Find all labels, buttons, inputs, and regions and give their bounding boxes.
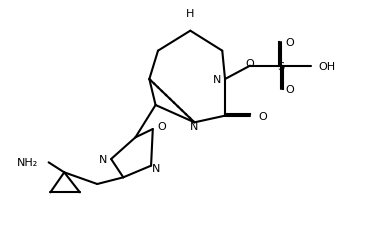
- Text: NH₂: NH₂: [17, 158, 39, 168]
- Text: O: O: [158, 121, 167, 131]
- Text: N: N: [213, 75, 221, 85]
- Text: OH: OH: [319, 61, 336, 71]
- Text: H: H: [186, 9, 194, 19]
- Text: S: S: [278, 61, 285, 71]
- Text: O: O: [258, 111, 267, 121]
- Text: O: O: [285, 85, 294, 95]
- Text: N: N: [152, 163, 160, 173]
- Text: N: N: [190, 122, 199, 132]
- Text: N: N: [99, 154, 107, 164]
- Text: O: O: [285, 38, 294, 48]
- Text: O: O: [246, 58, 254, 68]
